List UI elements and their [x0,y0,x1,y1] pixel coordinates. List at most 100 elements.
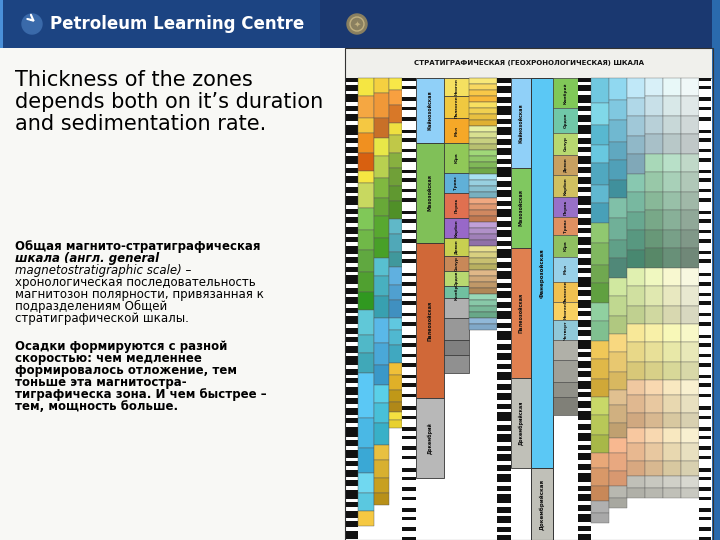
Bar [578,408,591,411]
Bar [578,534,591,540]
Bar [497,527,511,532]
Bar [645,488,663,498]
Bar [402,251,416,254]
Bar [681,428,699,443]
Bar [699,439,711,446]
Bar [389,186,402,201]
Bar [374,238,389,258]
Bar [645,192,663,210]
Text: Палеозойская: Палеозойская [518,293,523,333]
Bar [531,78,553,468]
Bar [511,168,531,248]
Bar [553,78,578,108]
Bar [497,532,511,535]
Text: Докембрий: Докембрий [428,422,433,454]
Bar [663,248,681,268]
Bar [699,378,711,383]
Bar [497,380,511,384]
Bar [345,502,358,507]
Text: Девон: Девон [564,158,567,172]
Bar [389,201,402,219]
Bar [345,427,358,437]
Bar [345,356,358,365]
Bar [389,300,402,318]
Bar [645,362,663,380]
Bar [469,108,497,114]
Bar [389,219,402,234]
Bar [578,401,591,408]
Bar [358,493,374,511]
Bar [699,239,711,243]
Bar [591,359,609,379]
Bar [681,362,699,380]
Bar [389,285,402,300]
Bar [681,116,699,134]
Bar [497,78,511,83]
Bar [578,122,591,125]
Bar [469,204,497,210]
Bar [681,286,699,306]
Bar [591,453,609,468]
Bar [699,472,711,477]
Bar [578,205,591,208]
Bar [497,187,511,190]
Bar [578,184,591,187]
Bar [402,508,416,512]
Bar [345,328,358,334]
Bar [469,180,497,186]
Bar [444,355,469,373]
Bar [645,342,663,362]
Bar [345,539,358,540]
Bar [511,248,531,378]
Bar [699,410,711,416]
Bar [553,108,578,133]
Bar [345,173,358,176]
Bar [578,361,591,368]
Bar [402,406,416,410]
Bar [553,257,578,282]
Bar [591,125,609,145]
Bar [645,286,663,306]
Bar [402,450,416,456]
Bar [497,372,511,380]
Bar [578,115,591,122]
Bar [699,477,711,480]
Bar [402,214,416,219]
Bar [578,147,591,152]
Bar [497,400,511,404]
Bar [402,101,416,107]
Bar [345,193,358,196]
Bar [497,164,511,167]
Bar [469,312,497,318]
Bar [497,283,511,288]
Bar [591,243,609,265]
Bar [345,527,358,531]
Bar [699,326,711,335]
Bar [345,242,358,246]
Bar [609,160,627,180]
Bar [345,48,713,540]
Bar [497,331,511,340]
Bar [497,298,511,302]
Bar [591,203,609,223]
Bar [497,271,511,279]
Bar [497,350,511,353]
Bar [345,518,358,521]
Bar [497,97,511,103]
Bar [699,81,711,86]
Bar [469,252,497,258]
Bar [699,142,711,149]
Bar [444,286,469,298]
Bar [402,472,416,477]
Bar [402,343,416,347]
Text: and sedimentation rate.: and sedimentation rate. [15,114,266,134]
Bar [578,450,591,453]
Text: Палеоген: Палеоген [564,281,567,303]
Bar [627,476,645,488]
Bar [0,0,345,540]
Text: Фанерозойская: Фанерозойская [539,248,544,298]
Bar [681,324,699,342]
Bar [663,210,681,230]
Bar [497,390,511,393]
Bar [627,413,645,428]
